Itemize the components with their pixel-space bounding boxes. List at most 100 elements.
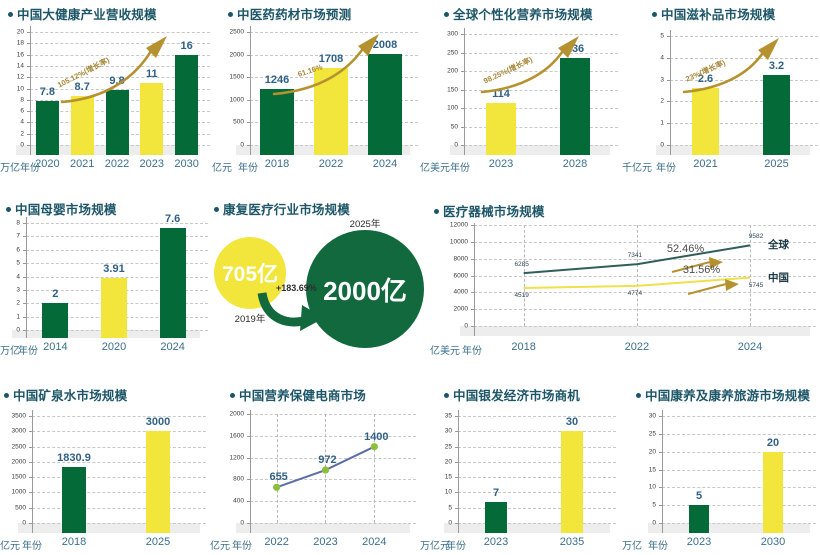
gridline xyxy=(26,223,208,224)
x-axis-label: 2028 xyxy=(562,158,588,170)
line-chart-plot: 0 400 800 1200 1600 2000 2022 2023 2024 655 972 140… xyxy=(210,404,420,555)
growth-arrow-icon xyxy=(671,256,723,273)
tick-mark xyxy=(27,65,30,67)
bar-2018 xyxy=(62,467,86,533)
gridline xyxy=(670,57,818,59)
x-axis-label: 2022 xyxy=(264,536,289,548)
tick-mark xyxy=(455,431,458,433)
tick-mark xyxy=(23,330,26,331)
x-axis-title: 年份 xyxy=(18,346,38,357)
x-axis-label: 2025 xyxy=(145,536,171,548)
panel-personalized-nutrition: 全球个性化营养市场规模 0 50 100 150 200 250 300 114 2023 236… xyxy=(420,0,620,175)
y-axis-tick: 2000 xyxy=(229,51,244,59)
y-axis-line xyxy=(474,223,475,336)
y-axis-tick: 10000 xyxy=(449,238,468,246)
tick-mark xyxy=(247,54,250,56)
gridline xyxy=(26,263,208,265)
panel-tcm-material-forecast: 中医药药材市场预测 0 500 1000 1500 2000 2500 1246 2018 17… xyxy=(210,0,420,175)
y-axis-tick: 6 xyxy=(20,107,24,115)
x-axis-label: 2018 xyxy=(511,341,536,353)
tick-mark xyxy=(29,477,32,479)
x-axis-label: 2023 xyxy=(488,158,514,170)
tick-mark xyxy=(29,416,32,417)
tick-mark xyxy=(455,416,458,417)
y-axis-tick: 15 xyxy=(444,473,452,481)
gridline xyxy=(670,145,818,146)
y-axis-tick: 10 xyxy=(444,488,452,496)
x-axis-title: 年份 xyxy=(462,346,482,357)
gridline xyxy=(474,258,816,260)
y-axis-tick: 1 xyxy=(660,119,664,127)
tick-mark xyxy=(23,276,26,278)
bubble-2025: 2000亿 xyxy=(306,230,424,348)
bar-chart-plot: 0 5 10 15 20 25 30 35 7 2023 30 2035 万亿元 年份 xyxy=(420,404,620,555)
tick-mark xyxy=(247,457,250,459)
y-axis-line xyxy=(250,410,251,533)
tick-mark xyxy=(29,523,32,524)
x-axis-label: 2024 xyxy=(372,158,398,170)
y-unit-label: 亿美元 xyxy=(420,163,450,174)
tick-mark xyxy=(455,477,458,479)
tick-mark xyxy=(659,416,662,417)
y-axis-tick: 6000 xyxy=(453,272,468,279)
panel-rehab-medical: 康复医疗行业市场规模 705亿 2019年 2000亿 2025年 +183.6… xyxy=(200,195,430,360)
gridline xyxy=(458,523,616,524)
panel-title: 中国大健康产业营收规模 xyxy=(8,4,157,23)
panel-title: 中国银发经济市场商机 xyxy=(444,385,580,404)
gridline xyxy=(250,479,416,481)
tick-mark xyxy=(247,99,250,101)
panel-title: 康复医疗行业市场规模 xyxy=(214,199,350,218)
y-axis-tick: 18 xyxy=(16,39,24,47)
bar-2023 xyxy=(486,102,516,155)
tick-mark xyxy=(461,89,464,91)
tick-mark xyxy=(471,309,474,311)
y-axis-line xyxy=(458,410,459,533)
baseline-band xyxy=(648,523,810,533)
growth-arrow-icon xyxy=(480,36,579,94)
bar-chart-plot: 0 500 1000 1500 2000 2500 3000 3500 1830.9 2018 30… xyxy=(0,404,210,555)
y-unit-label: 万亿 xyxy=(0,163,20,174)
y-axis-tick: 2 xyxy=(660,97,664,105)
y-axis-tick: 20 xyxy=(648,448,656,456)
tick-mark xyxy=(23,303,26,305)
bar-2023 xyxy=(689,505,709,533)
tick-mark xyxy=(667,36,670,37)
growth-arrow-icon xyxy=(272,34,379,96)
point-label: 972 xyxy=(318,454,337,467)
y-axis-tick: 7 xyxy=(16,232,20,240)
tick-mark xyxy=(27,111,30,113)
growth-arrow-icon xyxy=(60,36,167,104)
bubble-2019: 705亿 xyxy=(214,237,286,309)
gridline xyxy=(458,477,616,479)
bar-chart-plot: 0 500 1000 1500 2000 2500 1246 2018 1708 2022 2008… xyxy=(210,22,420,175)
growth-pct-text: +183.69% xyxy=(276,283,317,293)
line-chart-plot: 0 2000 4000 6000 8000 10000 12000 2018 2022 2024 6… xyxy=(430,217,820,360)
bar-2021 xyxy=(70,95,94,155)
y-axis-tick: 3 xyxy=(16,286,20,294)
bar-value-label: 1246 xyxy=(264,73,290,86)
bar-value-label: 20 xyxy=(766,436,780,449)
point-label-global: 9582 xyxy=(748,233,764,241)
growth-rate-global: 52.46% xyxy=(666,242,705,255)
gridline xyxy=(662,451,816,453)
gridline xyxy=(464,34,618,35)
x-axis-label: 2024 xyxy=(737,341,763,353)
bar-2030 xyxy=(175,54,199,155)
bar-value-label: 30 xyxy=(565,416,579,429)
y-axis-tick: 500 xyxy=(233,118,244,126)
bar-value-label: 8.7 xyxy=(74,80,90,93)
y-axis-tick: 0 xyxy=(22,519,26,527)
tick-mark xyxy=(29,431,32,433)
gridline xyxy=(250,457,416,459)
y-axis-line xyxy=(464,28,465,155)
gridline xyxy=(474,326,816,327)
x-axis-label: 2023 xyxy=(686,536,712,548)
gridline xyxy=(32,492,206,494)
gridline xyxy=(458,416,616,417)
bar-2022 xyxy=(105,89,129,155)
panel-health-industry-revenue: 中国大健康产业营收规模 0 2 4 6 8 10 12 14 16 18 20 7.8 2020 8.7 2… xyxy=(0,0,210,175)
y-axis-tick: 12 xyxy=(16,73,24,81)
tick-mark xyxy=(247,145,250,146)
gridline xyxy=(32,523,206,524)
bar-value-label: 16 xyxy=(180,39,193,52)
